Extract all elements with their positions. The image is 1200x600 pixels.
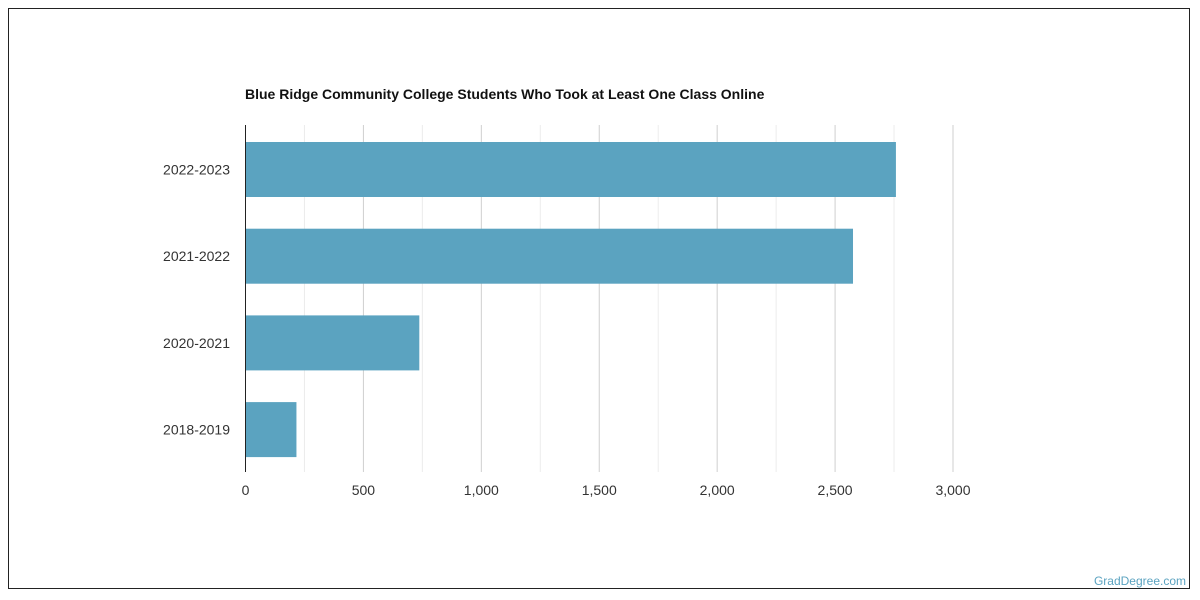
x-tick-label: 0 [242, 482, 250, 498]
x-tick-label: 500 [352, 482, 376, 498]
x-tick-label: 2,000 [700, 482, 735, 498]
y-tick-label: 2018-2019 [163, 422, 230, 438]
x-tick-label: 2,500 [818, 482, 853, 498]
chart-frame [8, 8, 1190, 589]
chart-title: Blue Ridge Community College Students Wh… [245, 86, 765, 102]
x-tick-label: 3,000 [935, 482, 970, 498]
y-tick-label: 2021-2022 [163, 248, 230, 264]
bar [245, 402, 297, 458]
credit-link[interactable]: GradDegree.com [1093, 574, 1186, 588]
bar [245, 315, 420, 371]
y-tick-label: 2020-2021 [163, 335, 230, 351]
x-tick-label: 1,500 [582, 482, 617, 498]
y-tick-label: 2022-2023 [163, 162, 230, 178]
x-tick-label: 1,000 [464, 482, 499, 498]
bar [245, 142, 896, 197]
bar [245, 228, 854, 284]
